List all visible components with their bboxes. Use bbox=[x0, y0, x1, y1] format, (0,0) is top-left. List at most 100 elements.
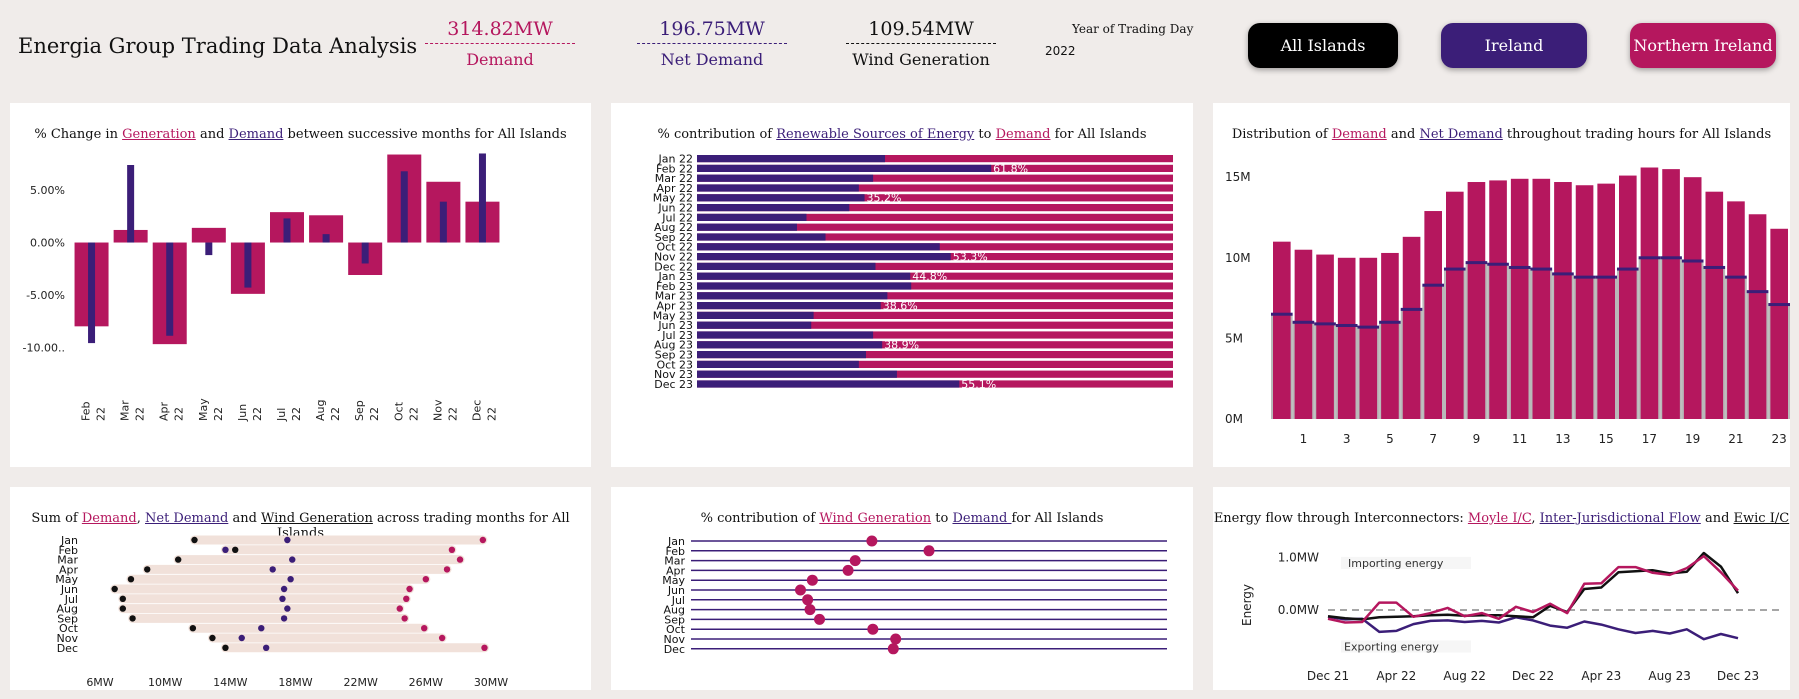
demand-bar bbox=[697, 174, 1173, 182]
net-demand-marker bbox=[1681, 259, 1704, 263]
kpi-demand-value: 314.82MW bbox=[425, 18, 575, 44]
demand-bar bbox=[1337, 257, 1356, 419]
x-tick-label: 23 bbox=[1772, 432, 1787, 446]
category-label: Mar bbox=[664, 555, 685, 568]
wind-generation-dot bbox=[129, 615, 136, 622]
x-tick-label: 7 bbox=[1429, 432, 1437, 446]
wind-share-dot bbox=[794, 584, 806, 596]
generation-bar bbox=[244, 242, 252, 288]
wind-generation-dot bbox=[222, 644, 229, 651]
x-tick-label: 9 bbox=[1473, 432, 1481, 446]
x-tick-label: 21 bbox=[1728, 432, 1743, 446]
wind-generation-dot bbox=[111, 585, 118, 593]
x-tick-label: 5 bbox=[1386, 432, 1394, 446]
category-label: Oct bbox=[59, 622, 79, 635]
panel-wind-share: % contribution of Wind Generation to Dem… bbox=[611, 487, 1193, 690]
renewable-bar bbox=[697, 253, 951, 261]
panel-title: Sum of Demand, Net Demand and Wind Gener… bbox=[31, 511, 570, 541]
wind-generation-dot bbox=[175, 556, 182, 563]
generation-bar bbox=[283, 218, 291, 243]
ireland-button[interactable]: Ireland bbox=[1441, 23, 1587, 68]
demand-bar bbox=[1619, 175, 1637, 419]
demand-bar bbox=[697, 155, 1173, 163]
northern-ireland-button[interactable]: Northern Ireland bbox=[1630, 23, 1776, 68]
demand-bar bbox=[697, 351, 1173, 359]
x-tick-label: 26MW bbox=[409, 676, 443, 689]
data-label: 38.6% bbox=[883, 300, 918, 313]
demand-bar bbox=[1597, 183, 1615, 419]
demand-bar bbox=[1510, 178, 1529, 419]
net-demand-marker bbox=[1465, 261, 1488, 265]
wind-share-dot bbox=[804, 604, 816, 616]
net-demand-marker bbox=[1595, 275, 1617, 279]
x-tick-month: Jul bbox=[275, 408, 288, 422]
kpi-demand: 314.82MW Demand bbox=[425, 18, 575, 69]
y-tick-label: -10.00.. bbox=[23, 341, 65, 354]
kpi-net-demand-label: Net Demand bbox=[660, 50, 764, 69]
category-label: Jul bbox=[64, 593, 78, 606]
category-label: Aug bbox=[57, 603, 78, 616]
net-demand-dot bbox=[258, 625, 265, 632]
net-demand-dot bbox=[289, 556, 296, 563]
category-label: Oct 23 bbox=[656, 358, 693, 371]
demand-bar bbox=[1467, 182, 1486, 419]
demand-bar bbox=[1532, 178, 1551, 419]
category-label: Apr bbox=[59, 563, 79, 576]
generation-bar bbox=[478, 153, 486, 243]
wind-generation-dot bbox=[127, 576, 135, 583]
net-demand-dot bbox=[280, 585, 288, 593]
ewic-i-c-line bbox=[1327, 551, 1740, 621]
demand-bar bbox=[697, 282, 1173, 290]
demand-bar bbox=[697, 184, 1173, 192]
net-demand-dot bbox=[269, 566, 276, 573]
annotation-exporting: Exporting energy bbox=[1344, 641, 1439, 654]
wind-generation-dot bbox=[232, 546, 239, 553]
panel-renewable-share: % contribution of Renewable Sources of E… bbox=[611, 103, 1193, 467]
net-demand-marker bbox=[1638, 256, 1661, 260]
demand-bar bbox=[1381, 252, 1399, 419]
dashboard-title: Energia Group Trading Data Analysis bbox=[18, 34, 418, 58]
x-tick-label: 6MW bbox=[86, 676, 113, 689]
generation-bar bbox=[439, 201, 447, 243]
renewable-bar bbox=[697, 272, 911, 280]
demand-dot bbox=[456, 556, 464, 563]
panel-pct-change: % Change in Generation and Demand betwee… bbox=[10, 103, 591, 467]
wind-generation-dot bbox=[119, 595, 127, 602]
renewable-bar bbox=[697, 292, 888, 300]
net-demand-dot bbox=[284, 605, 291, 612]
net-demand-marker bbox=[1746, 290, 1769, 294]
wind-generation-dot bbox=[189, 625, 197, 632]
year-filter-value[interactable]: 2022 bbox=[1045, 44, 1076, 58]
renewable-bar bbox=[697, 164, 992, 172]
renewable-bar bbox=[697, 223, 797, 231]
category-label: Jun 22 bbox=[657, 202, 693, 215]
all-islands-button[interactable]: All Islands bbox=[1248, 23, 1398, 68]
demand-bar bbox=[697, 341, 1173, 349]
x-tick-month: Apr bbox=[158, 401, 171, 421]
renewable-bar bbox=[697, 243, 940, 251]
category-label: Mar 23 bbox=[655, 290, 693, 303]
category-label: Dec 22 bbox=[654, 260, 693, 273]
category-label: Apr 23 bbox=[656, 300, 693, 313]
year-filter[interactable]: Year of Trading Day 2022 bbox=[1045, 22, 1195, 58]
category-label: Oct bbox=[666, 623, 686, 636]
category-label: Dec bbox=[664, 643, 685, 656]
y-tick-label: 0M bbox=[1225, 412, 1243, 426]
net-demand-marker bbox=[1725, 275, 1747, 279]
renewable-bar bbox=[697, 341, 883, 349]
category-label: Feb 23 bbox=[656, 280, 693, 293]
x-tick-year: 22 bbox=[329, 407, 342, 421]
net-demand-marker bbox=[1335, 323, 1358, 327]
wind-share-dot bbox=[867, 623, 879, 635]
wind-generation-dot bbox=[209, 634, 216, 642]
net-demand-dot bbox=[238, 634, 245, 642]
net-demand-dot bbox=[222, 546, 229, 553]
inter-jurisdictional-flow-line bbox=[1327, 615, 1739, 641]
y-tick-label: 0.0MW bbox=[1278, 603, 1319, 617]
net-demand-dot bbox=[287, 576, 294, 583]
demand-bar bbox=[697, 223, 1173, 231]
x-tick-month: Sep bbox=[353, 400, 366, 421]
demand-bar bbox=[697, 213, 1173, 221]
x-tick-label: 3 bbox=[1343, 432, 1351, 446]
category-label: Nov bbox=[57, 632, 79, 645]
